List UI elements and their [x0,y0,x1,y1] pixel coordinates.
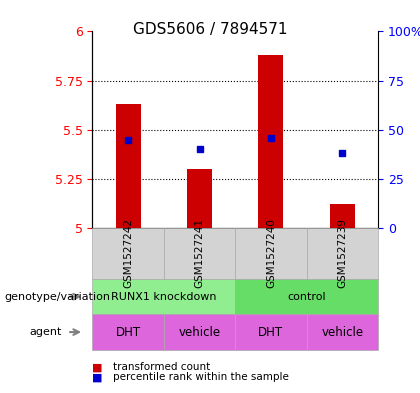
Text: GSM1527239: GSM1527239 [337,219,347,288]
Bar [116,104,141,228]
Text: transformed count: transformed count [113,362,211,373]
Text: DHT: DHT [116,325,141,339]
Text: percentile rank within the sample: percentile rank within the sample [113,372,289,382]
Text: RUNX1 knockdown: RUNX1 knockdown [111,292,217,302]
Text: vehicle: vehicle [321,325,363,339]
Text: GDS5606 / 7894571: GDS5606 / 7894571 [133,22,287,37]
Text: ■: ■ [92,372,103,382]
Bar [258,55,284,228]
Text: GSM1527240: GSM1527240 [266,219,276,288]
Text: control: control [287,292,326,302]
Bar [187,169,212,228]
Text: ■: ■ [92,362,103,373]
Text: DHT: DHT [258,325,284,339]
Text: genotype/variation: genotype/variation [4,292,110,302]
Text: agent: agent [29,327,62,337]
Text: vehicle: vehicle [178,325,220,339]
Text: GSM1527242: GSM1527242 [123,219,133,288]
Text: GSM1527241: GSM1527241 [194,219,205,288]
Bar [330,204,355,228]
